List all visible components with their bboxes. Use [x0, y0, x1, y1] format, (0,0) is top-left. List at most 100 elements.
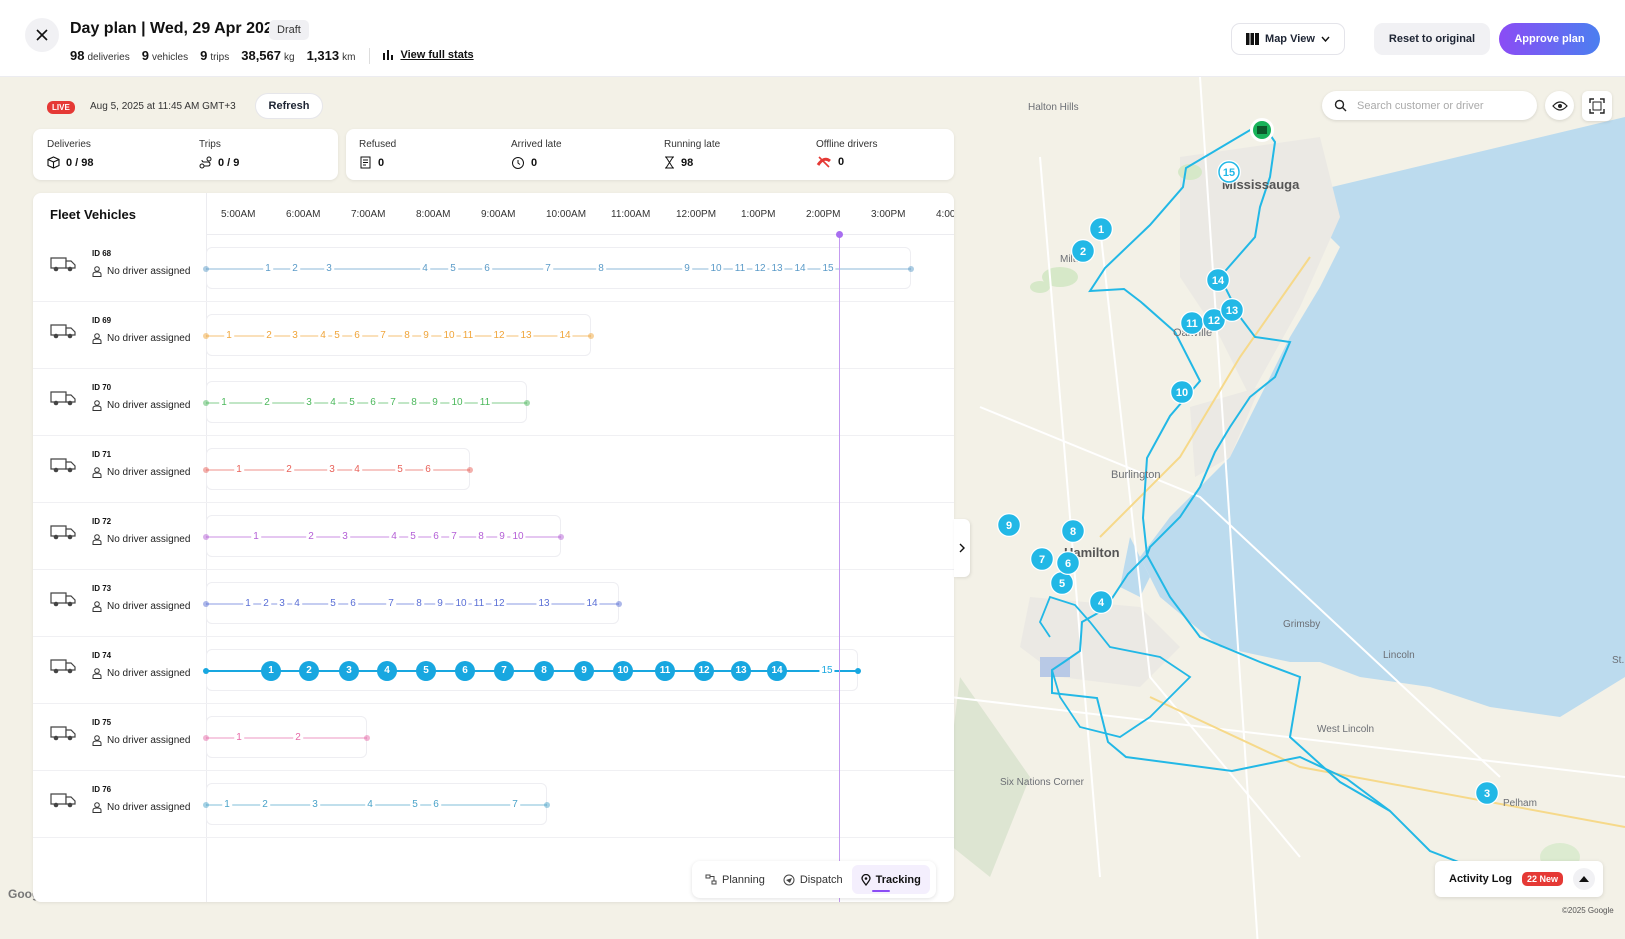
stop-marker[interactable]: 5 — [328, 596, 338, 612]
map-stop-marker[interactable]: 6 — [1056, 551, 1080, 575]
stop-marker[interactable]: 2 — [306, 529, 316, 545]
stop-marker[interactable]: 2 — [264, 328, 274, 344]
stop-marker[interactable]: 2 — [261, 596, 271, 612]
depot-marker[interactable] — [1250, 118, 1274, 142]
stop-marker[interactable]: 4 — [318, 328, 328, 344]
vehicle-row[interactable]: ID 76 No driver assigned 1 2 3 4 5 6 7 — [33, 771, 954, 838]
stop-marker[interactable]: 14 — [767, 661, 787, 681]
stop-marker[interactable]: 6 — [431, 529, 441, 545]
stop-marker[interactable]: 10 — [449, 395, 465, 411]
stop-marker[interactable]: 6 — [455, 661, 475, 681]
tab-tracking[interactable]: Tracking — [851, 865, 930, 894]
stop-marker[interactable]: 4 — [365, 797, 375, 813]
approve-plan-button[interactable]: Approve plan — [1499, 23, 1600, 55]
stop-marker[interactable]: 3 — [339, 661, 359, 681]
stop-marker[interactable]: 12 — [752, 261, 768, 277]
stop-marker[interactable]: 5 — [448, 261, 458, 277]
stop-marker[interactable]: 15 — [820, 261, 836, 277]
vehicle-row[interactable]: ID 70 No driver assigned 1 2 3 4 5 6 7 8 9 10 11 — [33, 369, 954, 436]
stop-marker[interactable]: 10 — [708, 261, 724, 277]
stop-marker[interactable]: 14 — [557, 328, 573, 344]
stop-marker[interactable]: 5 — [410, 797, 420, 813]
stop-marker[interactable]: 7 — [510, 797, 520, 813]
stop-marker[interactable]: 7 — [543, 261, 553, 277]
stop-marker[interactable]: 2 — [284, 462, 294, 478]
stop-marker[interactable]: 1 — [224, 328, 234, 344]
stop-marker[interactable]: 7 — [378, 328, 388, 344]
map-stop-marker[interactable]: 10 — [1170, 380, 1194, 404]
stop-marker[interactable]: 14 — [584, 596, 600, 612]
activity-log-button[interactable]: Activity Log 22 New — [1435, 861, 1603, 897]
stop-marker[interactable]: 15 — [819, 663, 835, 679]
stop-marker[interactable]: 3 — [340, 529, 350, 545]
stop-marker[interactable]: 12 — [491, 328, 507, 344]
map-stop-marker[interactable]: 11 — [1180, 311, 1204, 335]
stop-marker[interactable]: 4 — [389, 529, 399, 545]
vehicle-row[interactable]: ID 68 No driver assigned 1 2 3 4 5 6 7 8 9 10 11 12 13… — [33, 235, 954, 302]
stop-marker[interactable]: 3 — [277, 596, 287, 612]
stop-marker[interactable]: 6 — [482, 261, 492, 277]
stop-marker[interactable]: 6 — [423, 462, 433, 478]
stop-marker[interactable]: 11 — [477, 395, 493, 411]
map-stop-marker[interactable]: 15 — [1217, 160, 1241, 184]
stop-marker[interactable]: 13 — [518, 328, 534, 344]
stop-marker[interactable]: 1 — [234, 462, 244, 478]
stop-marker[interactable]: 3 — [304, 395, 314, 411]
stop-marker[interactable]: 8 — [534, 661, 554, 681]
stop-marker[interactable]: 1 — [243, 596, 253, 612]
stop-marker[interactable]: 1 — [222, 797, 232, 813]
refresh-button[interactable]: Refresh — [255, 93, 323, 119]
close-button[interactable] — [25, 18, 59, 52]
expand-activity-button[interactable] — [1573, 868, 1595, 890]
stop-marker[interactable]: 12 — [694, 661, 714, 681]
map-stop-marker[interactable]: 1 — [1089, 217, 1113, 241]
stop-marker[interactable]: 3 — [327, 462, 337, 478]
stop-marker[interactable]: 10 — [613, 661, 633, 681]
stop-marker[interactable]: 11 — [471, 596, 487, 612]
stop-marker[interactable]: 13 — [731, 661, 751, 681]
stop-marker[interactable]: 8 — [476, 529, 486, 545]
view-full-stats-link[interactable]: View full stats — [382, 49, 474, 61]
stop-marker[interactable]: 1 — [234, 730, 244, 746]
stop-marker[interactable]: 9 — [430, 395, 440, 411]
stop-marker[interactable]: 3 — [290, 328, 300, 344]
stop-marker[interactable]: 12 — [491, 596, 507, 612]
stop-marker[interactable]: 4 — [292, 596, 302, 612]
tab-planning[interactable]: Planning — [696, 865, 774, 894]
stop-marker[interactable]: 11 — [460, 328, 476, 344]
stop-marker[interactable]: 4 — [377, 661, 397, 681]
stop-marker[interactable]: 1 — [251, 529, 261, 545]
stop-marker[interactable]: 3 — [310, 797, 320, 813]
stop-marker[interactable]: 13 — [536, 596, 552, 612]
collapse-panel-button[interactable] — [954, 519, 970, 577]
stop-marker[interactable]: 5 — [395, 462, 405, 478]
map-stop-marker[interactable]: 13 — [1220, 298, 1244, 322]
stop-marker[interactable]: 7 — [449, 529, 459, 545]
stop-marker[interactable]: 9 — [574, 661, 594, 681]
stop-marker[interactable]: 5 — [332, 328, 342, 344]
vehicle-row[interactable]: ID 71 No driver assigned 1 2 3 4 5 6 — [33, 436, 954, 503]
stop-marker[interactable]: 6 — [352, 328, 362, 344]
map-stop-marker[interactable]: 5 — [1050, 571, 1074, 595]
stop-marker[interactable]: 9 — [435, 596, 445, 612]
vehicle-row[interactable]: ID 73 No driver assigned 1 2 3 4 5 6 7 8 9 10 11 12 13… — [33, 570, 954, 637]
stop-marker[interactable]: 11 — [655, 661, 675, 681]
stop-marker[interactable]: 13 — [769, 261, 785, 277]
stop-marker[interactable]: 6 — [348, 596, 358, 612]
map-stop-marker[interactable]: 14 — [1206, 268, 1230, 292]
vehicle-row[interactable]: ID 69 No driver assigned 1 2 3 4 5 6 7 8 9 10 11 12 13… — [33, 302, 954, 369]
stop-marker[interactable]: 5 — [347, 395, 357, 411]
stop-marker[interactable]: 11 — [732, 261, 748, 277]
stop-marker[interactable]: 2 — [293, 730, 303, 746]
map-stop-marker[interactable]: 8 — [1061, 519, 1085, 543]
stop-marker[interactable]: 5 — [408, 529, 418, 545]
map-view-dropdown[interactable]: Map View — [1231, 23, 1345, 55]
stop-marker[interactable]: 4 — [420, 261, 430, 277]
stop-marker[interactable]: 9 — [497, 529, 507, 545]
stop-marker[interactable]: 7 — [386, 596, 396, 612]
stop-marker[interactable]: 7 — [388, 395, 398, 411]
vehicle-row[interactable]: ID 74 No driver assigned 1 2 3 4 5 6 7 8 9 10 11 12 13… — [33, 637, 954, 704]
stop-marker[interactable]: 3 — [324, 261, 334, 277]
stop-marker[interactable]: 10 — [441, 328, 457, 344]
fullscreen-button[interactable] — [1582, 91, 1612, 121]
